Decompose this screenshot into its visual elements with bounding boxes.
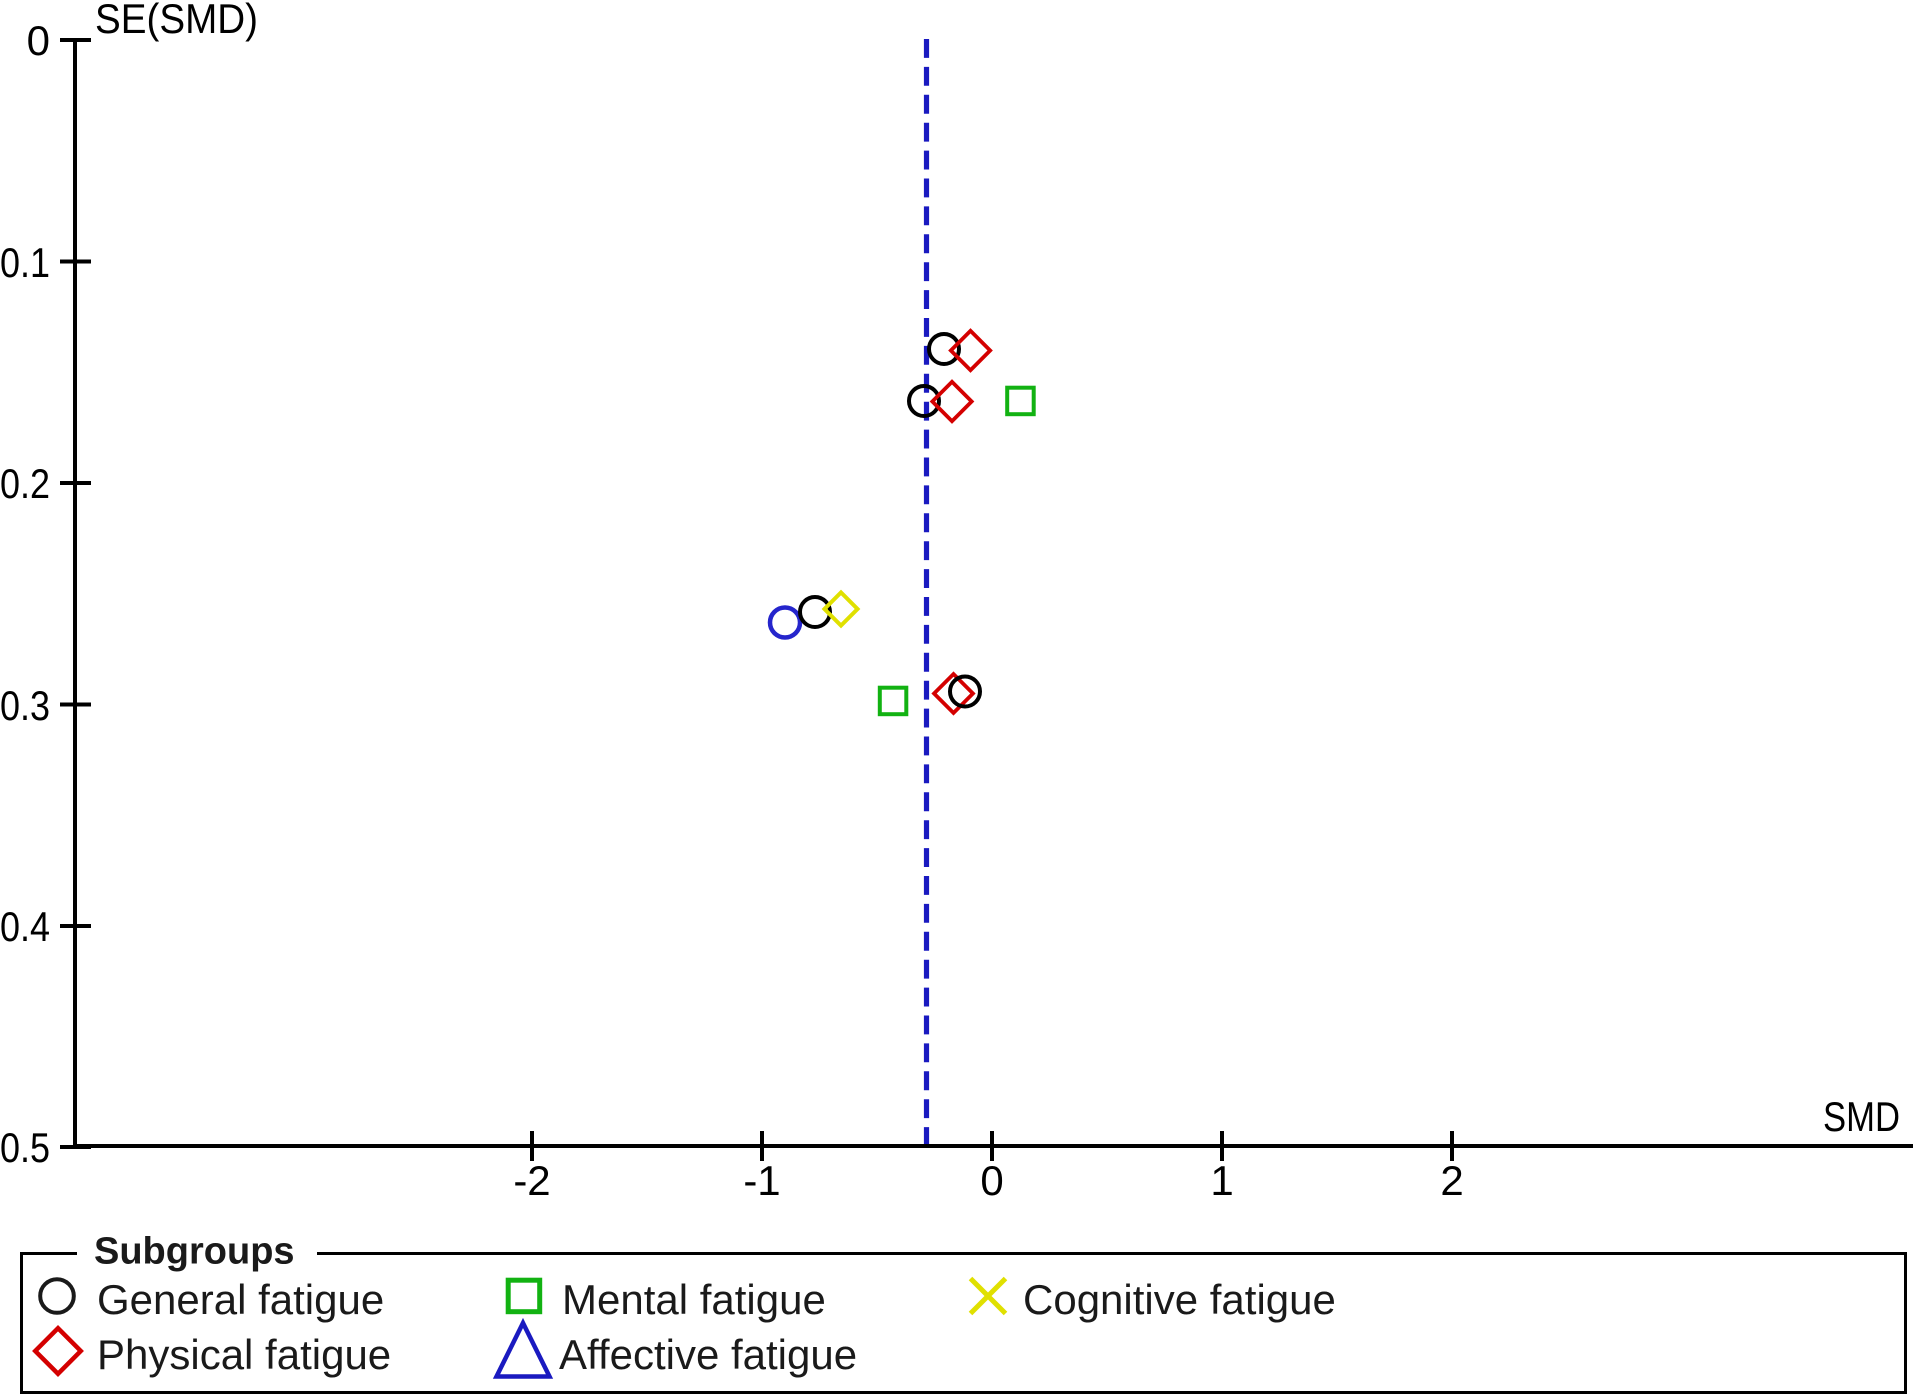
svg-text:0.2: 0.2 [0, 460, 50, 507]
svg-text:0.1: 0.1 [0, 239, 50, 286]
svg-text:Physical fatigue: Physical fatigue [97, 1331, 391, 1378]
svg-text:SE(SMD): SE(SMD) [95, 0, 258, 42]
svg-text:General fatigue: General fatigue [97, 1276, 384, 1323]
svg-text:Mental fatigue: Mental fatigue [562, 1276, 826, 1323]
svg-text:Cognitive fatigue: Cognitive fatigue [1023, 1276, 1336, 1323]
svg-text:0: 0 [980, 1157, 1003, 1204]
svg-text:1: 1 [1210, 1157, 1233, 1204]
svg-text:2: 2 [1440, 1157, 1463, 1204]
svg-text:0.5: 0.5 [0, 1124, 50, 1171]
svg-text:Affective fatigue: Affective fatigue [559, 1331, 857, 1378]
svg-text:0: 0 [27, 17, 50, 64]
svg-text:Subgroups: Subgroups [94, 1231, 295, 1273]
svg-text:-2: -2 [513, 1157, 550, 1204]
svg-text:0.4: 0.4 [0, 903, 50, 950]
svg-text:SMD: SMD [1823, 1093, 1900, 1140]
svg-text:0.3: 0.3 [0, 682, 50, 729]
svg-text:-1: -1 [743, 1157, 780, 1204]
